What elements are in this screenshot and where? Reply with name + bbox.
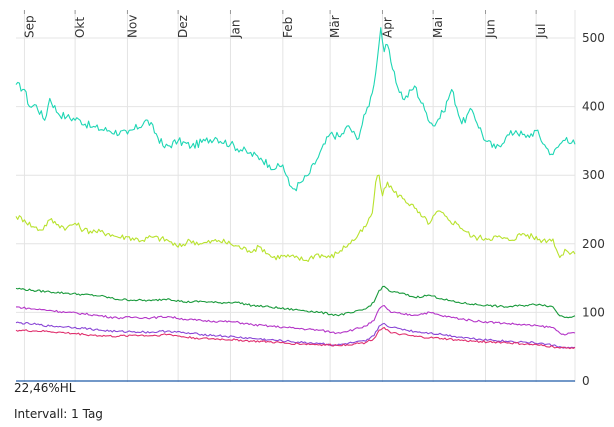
y-tick-label: 500 [582, 31, 605, 45]
month-label: Jun [483, 19, 497, 39]
month-label: Feb [281, 17, 295, 38]
month-label: Jul [534, 24, 548, 39]
month-label: Apr [380, 17, 394, 38]
series-line-1 [15, 27, 576, 192]
month-label: Sep [22, 15, 36, 38]
bottom-scale-label: 22,46%HL [14, 381, 76, 395]
series-line-6 [15, 326, 576, 350]
month-label: Okt [73, 17, 87, 38]
grid-lines [16, 10, 576, 382]
series-line-2 [15, 174, 576, 262]
y-tick-label: 0 [582, 374, 590, 388]
month-label: Mär [328, 15, 342, 38]
month-label: Nov [125, 15, 139, 38]
y-tick-label: 400 [582, 100, 605, 114]
axis-labels: 0 100 200 300 400 500 Sep Okt Nov Dez Jan Feb Mär Apr… [22, 10, 605, 388]
series-line-3 [15, 285, 576, 319]
month-label: Dez [176, 15, 190, 38]
series-line-5 [15, 321, 576, 349]
y-tick-label: 100 [582, 305, 605, 319]
y-tick-label: 200 [582, 237, 605, 251]
month-label: Jan [228, 20, 242, 39]
series-line-4 [16, 304, 576, 336]
y-tick-label: 300 [582, 168, 605, 182]
interval-label: Intervall: 1 Tag [14, 407, 103, 421]
series-lines [15, 27, 576, 382]
month-label: Mai [431, 17, 445, 38]
